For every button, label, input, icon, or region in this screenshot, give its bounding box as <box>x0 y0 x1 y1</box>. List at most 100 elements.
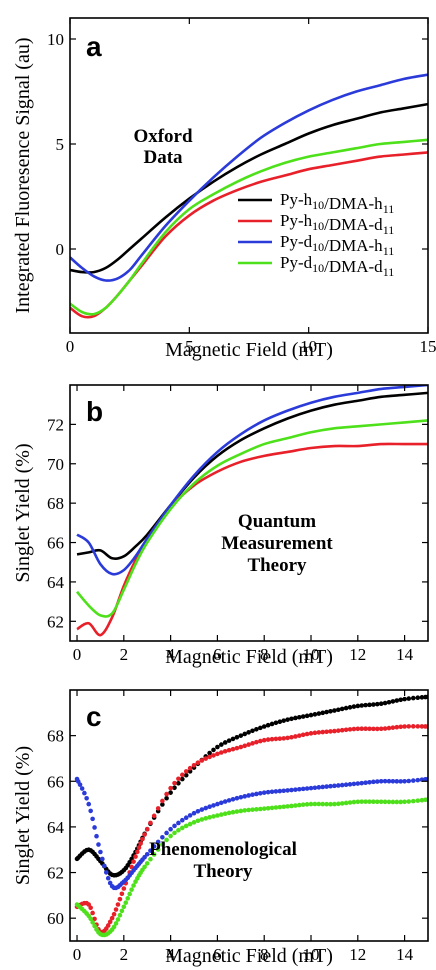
series-line-3 <box>76 419 428 618</box>
data-point <box>238 794 244 800</box>
panel-letter: a <box>86 31 102 62</box>
data-point <box>375 779 380 784</box>
data-point <box>419 797 425 803</box>
data-point <box>254 807 259 812</box>
data-point <box>410 724 416 729</box>
data-point <box>246 730 251 735</box>
data-point <box>211 814 216 819</box>
data-point <box>285 788 290 793</box>
data-point <box>230 809 236 815</box>
data-point <box>336 801 341 807</box>
data-point <box>415 777 421 783</box>
series-line-2 <box>76 385 428 576</box>
legend-label: Py-h10/DMA-d11 <box>280 211 394 237</box>
data-point <box>289 803 294 809</box>
data-point <box>316 785 322 790</box>
data-point <box>86 801 92 807</box>
data-point <box>277 788 283 794</box>
data-point <box>96 842 101 847</box>
data-point <box>297 733 302 738</box>
data-point <box>277 719 283 724</box>
data-point <box>265 789 271 795</box>
y-tick-label: 62 <box>47 864 64 883</box>
data-point <box>402 696 407 702</box>
data-point <box>172 785 177 791</box>
data-point <box>343 727 349 733</box>
series-line-0 <box>76 391 428 560</box>
data-point <box>261 737 267 743</box>
series-line-0 <box>70 102 428 274</box>
data-point <box>219 750 224 755</box>
annotation-text: Oxford <box>133 126 193 147</box>
data-point <box>406 778 412 784</box>
data-point <box>187 765 193 771</box>
data-point <box>79 786 85 791</box>
series-group <box>70 73 428 319</box>
data-point <box>410 778 416 783</box>
data-point <box>250 741 255 746</box>
data-point <box>320 801 326 807</box>
data-point <box>133 854 138 859</box>
y-tick-label: 64 <box>47 573 65 592</box>
data-point <box>172 823 177 829</box>
data-point <box>219 742 224 747</box>
x-tick-label: 6 <box>213 945 222 964</box>
data-point <box>398 779 404 784</box>
data-point <box>285 735 290 741</box>
plot-frame <box>69 384 429 642</box>
data-point <box>297 714 302 720</box>
y-tick-label: 10 <box>47 30 64 49</box>
data-point <box>258 790 263 796</box>
data-point <box>277 804 283 810</box>
data-point <box>142 864 147 870</box>
data-point <box>332 728 337 734</box>
data-point <box>242 731 248 737</box>
data-point <box>419 695 425 700</box>
data-point <box>390 699 396 704</box>
data-point <box>246 793 251 798</box>
data-point <box>180 817 185 823</box>
y-tick-label: 68 <box>47 727 64 746</box>
data-point <box>176 820 181 826</box>
data-point <box>312 801 318 807</box>
data-point <box>168 826 173 832</box>
series-1 <box>74 724 428 935</box>
legend-label: Py-d10/DMA-d11 <box>280 253 394 279</box>
data-point <box>324 709 329 715</box>
data-point <box>415 798 421 803</box>
data-point <box>172 780 177 786</box>
data-point <box>273 736 279 742</box>
data-point <box>316 711 322 716</box>
data-point <box>289 787 294 793</box>
data-point <box>230 796 236 802</box>
data-point <box>355 703 361 709</box>
data-point <box>92 825 97 830</box>
data-point <box>394 724 400 730</box>
data-point <box>406 799 412 804</box>
y-tick-label: 5 <box>56 135 65 154</box>
data-point <box>415 695 421 700</box>
data-point <box>250 728 255 734</box>
data-point <box>234 795 240 801</box>
data-point <box>88 808 93 814</box>
data-point <box>269 736 275 742</box>
data-point <box>351 799 357 805</box>
data-point <box>371 779 376 785</box>
data-point <box>183 769 189 774</box>
y-tick-label: 66 <box>47 772 64 791</box>
data-point <box>160 835 165 840</box>
data-point <box>111 924 117 930</box>
data-point <box>180 825 185 831</box>
data-point <box>164 791 169 797</box>
data-point <box>176 776 181 782</box>
data-point <box>281 718 287 723</box>
data-point <box>129 887 134 892</box>
data-point <box>347 727 353 732</box>
series-line-2 <box>70 73 428 282</box>
data-point <box>121 886 127 891</box>
data-point <box>382 778 388 784</box>
data-point <box>332 801 337 807</box>
data-point <box>351 704 357 709</box>
data-point <box>281 788 287 794</box>
